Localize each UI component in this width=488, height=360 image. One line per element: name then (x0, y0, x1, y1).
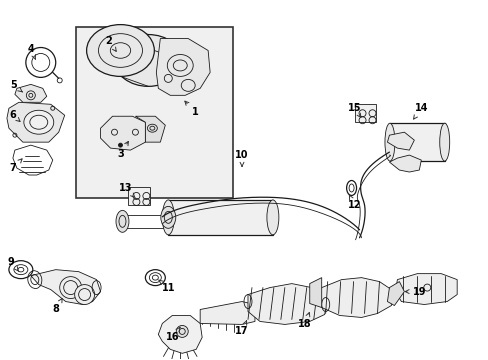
Polygon shape (7, 102, 64, 142)
Ellipse shape (24, 110, 54, 134)
Bar (76, 27, 233, 198)
Bar (354, 104, 376, 122)
Polygon shape (388, 155, 421, 172)
Text: 7: 7 (9, 159, 22, 173)
Bar (389, 123, 444, 161)
Ellipse shape (114, 35, 182, 86)
Text: 4: 4 (27, 44, 36, 59)
Ellipse shape (86, 24, 154, 76)
Text: 11: 11 (159, 280, 175, 293)
Text: 18: 18 (297, 312, 311, 329)
Text: 8: 8 (52, 298, 62, 315)
Bar (128, 187, 150, 205)
Polygon shape (386, 132, 413, 150)
Polygon shape (386, 282, 404, 306)
Text: 5: 5 (11, 80, 22, 92)
Text: 9: 9 (7, 257, 19, 271)
Ellipse shape (75, 285, 94, 305)
Polygon shape (15, 84, 47, 102)
Polygon shape (31, 270, 101, 305)
Polygon shape (309, 278, 321, 307)
Text: 2: 2 (105, 36, 116, 51)
Ellipse shape (176, 325, 188, 337)
Text: 16: 16 (165, 327, 180, 342)
Polygon shape (200, 302, 254, 324)
Ellipse shape (118, 143, 122, 147)
Ellipse shape (162, 200, 174, 235)
Text: 14: 14 (413, 103, 427, 119)
Polygon shape (395, 274, 456, 305)
Text: 17: 17 (235, 321, 248, 336)
Text: 1: 1 (184, 101, 198, 117)
Polygon shape (156, 39, 210, 95)
Polygon shape (314, 278, 394, 318)
Polygon shape (158, 315, 202, 353)
Text: 15: 15 (347, 103, 361, 117)
Polygon shape (135, 116, 165, 142)
Ellipse shape (384, 123, 394, 161)
Polygon shape (101, 116, 145, 150)
Text: 13: 13 (119, 183, 135, 198)
Text: 10: 10 (235, 150, 248, 166)
Text: 3: 3 (117, 141, 128, 159)
Ellipse shape (439, 123, 449, 161)
Text: 19: 19 (405, 287, 425, 297)
Ellipse shape (60, 276, 81, 298)
Ellipse shape (266, 200, 278, 235)
Text: 6: 6 (9, 110, 20, 122)
Ellipse shape (116, 210, 129, 232)
Text: 12: 12 (347, 195, 361, 210)
Ellipse shape (161, 206, 175, 228)
Bar (168, 200, 272, 235)
Polygon shape (247, 284, 327, 324)
